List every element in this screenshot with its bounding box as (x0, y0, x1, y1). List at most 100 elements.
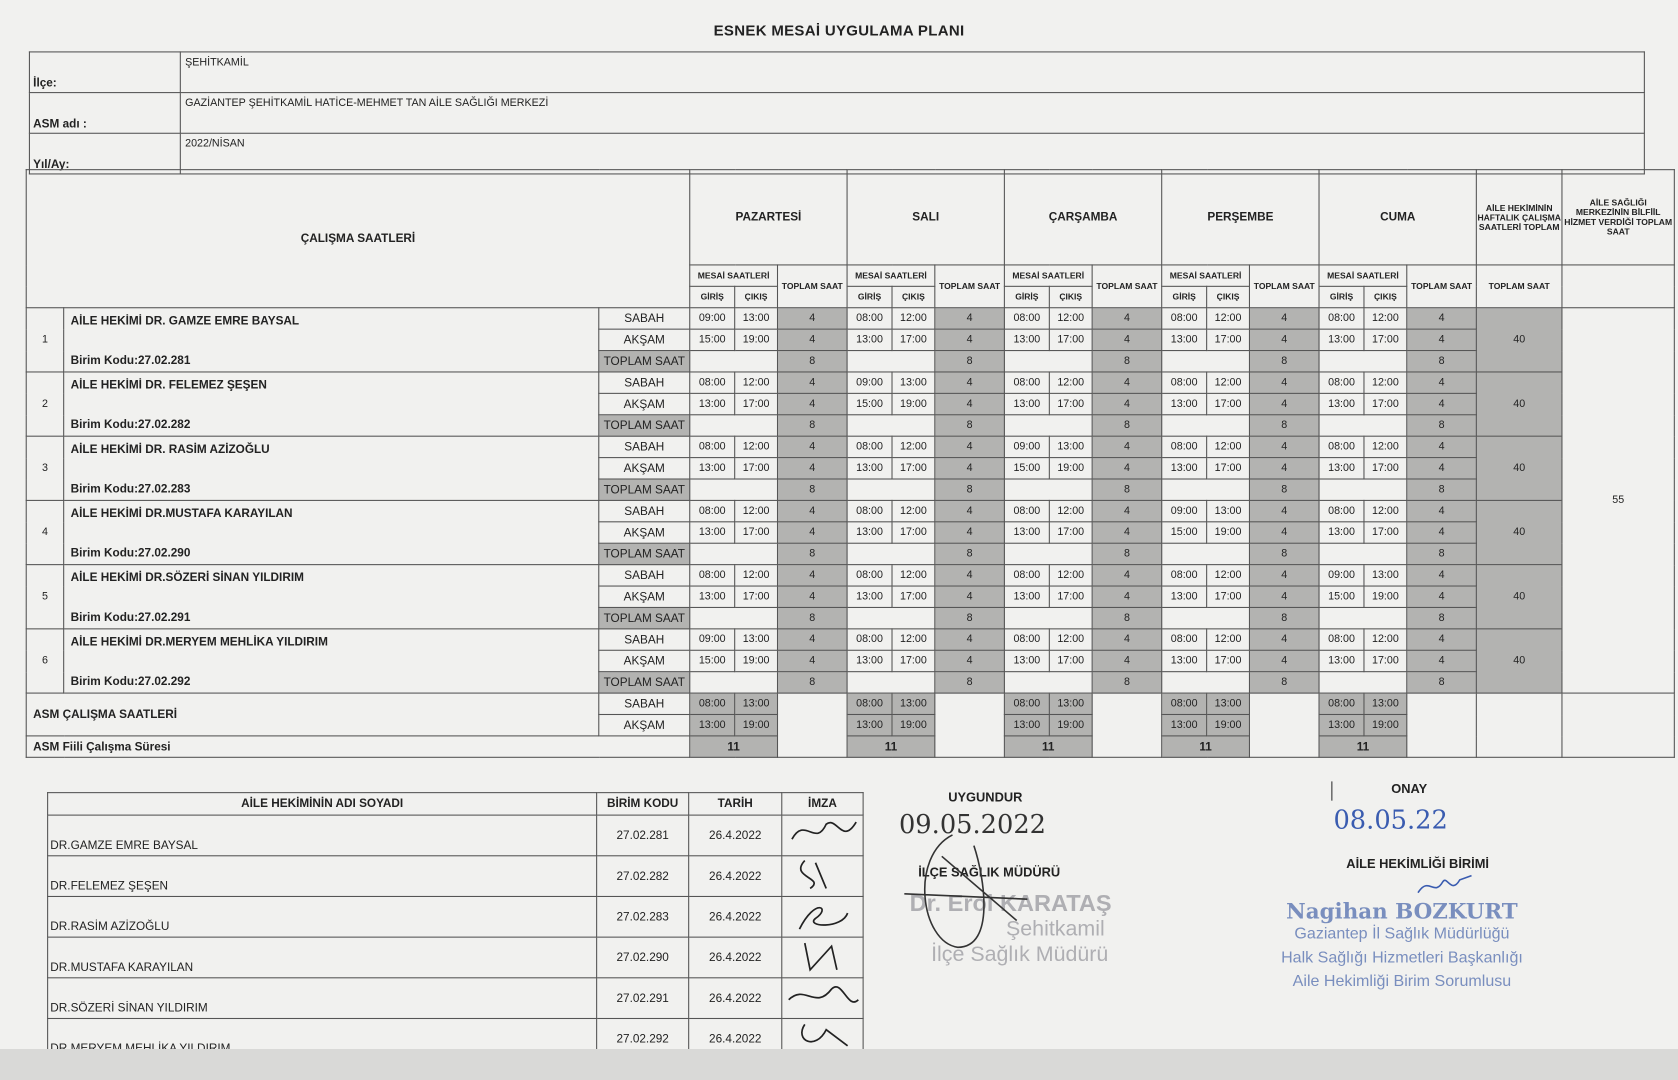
mesai-header: MESAİ SAATLERİ (1161, 264, 1251, 287)
asm-giris: 08:00 (689, 692, 736, 716)
aksam-label: AKŞAM (598, 521, 691, 544)
cikis-header: ÇIKIŞ (891, 285, 936, 309)
blank-cell (1318, 606, 1408, 630)
cikis-time: 13:00 (891, 371, 936, 394)
day-total-header: TOPLAM SAAT (776, 264, 848, 309)
giris-time: 09:00 (1161, 499, 1208, 523)
sabah-label: SABAH (598, 499, 691, 523)
day-total: 8 (1406, 606, 1477, 630)
giris-header: GİRİŞ (1161, 285, 1208, 309)
shift-total: 4 (1248, 328, 1320, 352)
giris-time: 13:00 (1003, 649, 1050, 673)
day-total: 8 (1091, 542, 1163, 566)
blank-cell (846, 414, 936, 437)
giris-time: 08:00 (846, 499, 893, 523)
blank-cell (1161, 478, 1251, 501)
signature-icon (781, 814, 864, 857)
cikis-time: 12:00 (891, 307, 936, 330)
shift-total: 4 (1406, 628, 1477, 651)
day-total: 8 (1248, 671, 1320, 694)
cikis-time: 17:00 (1206, 585, 1251, 608)
blank-cell (1091, 692, 1163, 758)
cikis-time: 17:00 (1206, 392, 1251, 416)
weekly-total: 40 (1475, 307, 1563, 373)
giris-time: 08:00 (1003, 307, 1050, 330)
blank-cell (689, 478, 779, 501)
shift-total: 4 (934, 392, 1005, 416)
asm-giris: 13:00 (689, 713, 736, 737)
birim-label: AİLE HEKİMLİĞİ BİRİMİ (1346, 856, 1490, 872)
shift-total: 4 (1091, 585, 1163, 608)
onay-date: 08.05.22 (1333, 804, 1448, 835)
cikis-header: ÇIKIŞ (1363, 285, 1408, 309)
giris-time: 13:00 (846, 328, 893, 352)
day-total: 8 (776, 350, 848, 373)
blank-cell (1248, 692, 1320, 758)
total-row-label: TOPLAM SAAT (598, 606, 691, 630)
shift-total: 4 (1406, 457, 1477, 480)
stamp2-line: Halk Sağlığı Hizmetleri Başkanlığı (1281, 948, 1523, 967)
cikis-time: 12:00 (734, 499, 779, 523)
blank-cell (1003, 414, 1093, 437)
giris-time: 15:00 (846, 392, 893, 416)
cikis-time: 12:00 (1206, 371, 1251, 394)
schedule-table: ÇALIŞMA SAATLERİ PAZARTESİ SALI ÇARŞAMBA PER… (25, 169, 1675, 758)
giris-time: 08:00 (1318, 371, 1365, 394)
giris-time: 08:00 (1003, 499, 1050, 523)
table-row: 5 AİLE HEKİMİ DR.SÖZERİ SİNAN YILDIRIM Bir… (25, 564, 1674, 630)
aksam-label: AKŞAM (598, 392, 691, 416)
shift-total: 4 (776, 585, 848, 608)
day-total-header: TOPLAM SAAT (934, 264, 1005, 309)
day-total: 8 (776, 478, 848, 501)
cikis-time: 17:00 (1363, 392, 1408, 416)
weekly-total: 40 (1475, 628, 1563, 694)
signature-icon (781, 895, 864, 938)
shift-total: 4 (1091, 328, 1163, 352)
fiili-label: ASM Fiili Çalışma Süresi (25, 735, 691, 758)
giris-time: 13:00 (689, 392, 736, 416)
doctor-name: AİLE HEKİMİ DR.SÖZERİ SİNAN YILDIRIM (70, 571, 304, 585)
doctor-name-cell: AİLE HEKİMİ DR. FELEMEZ ŞEŞEN Birim Kodu:… (63, 371, 600, 437)
giris-time: 09:00 (689, 628, 736, 651)
cikis-time: 12:00 (891, 435, 936, 459)
stamp2-line: Gaziantep İl Sağlık Müdürlüğü (1294, 924, 1510, 944)
sabah-label: SABAH (598, 628, 691, 651)
weekly-total: 40 (1475, 435, 1563, 501)
stamp1-line: Şehitkamil (1005, 917, 1105, 941)
cikis-time: 12:00 (1048, 499, 1093, 523)
asm-cikis: 19:00 (1048, 713, 1093, 737)
asm-giris: 08:00 (1318, 692, 1365, 716)
table-row: TOPLAM SAAT 8 8 8 8 8 (26, 414, 1674, 437)
day-total: 8 (1091, 671, 1163, 694)
shift-total: 4 (934, 328, 1005, 352)
blank-cell (846, 542, 936, 566)
day-header: SALI (846, 169, 1005, 266)
cikis-time: 12:00 (1206, 435, 1251, 459)
weekly-total: 40 (1475, 371, 1563, 437)
asm-cikis: 13:00 (1048, 692, 1093, 716)
uygundur-label: UYGUNDUR (948, 789, 1023, 805)
cikis-time: 12:00 (1206, 307, 1251, 330)
day-total: 8 (934, 414, 1005, 437)
sign-date: 26.4.2022 (688, 977, 783, 1020)
sign-date: 26.4.2022 (688, 895, 783, 938)
table-row: MESAİ SAATLERİ TOPLAM SAAT MESAİ SAATLERİ T… (26, 264, 1675, 309)
signature-row: DR.SÖZERİ SİNAN YILDIRIM 27.02.291 26.4.20… (47, 977, 864, 1020)
divider (1331, 781, 1333, 801)
stamp2-line: Nagihan BOZKURT (1286, 898, 1518, 924)
doctor-name-cell: AİLE HEKİMİ DR.SÖZERİ SİNAN YILDIRIM Biri… (63, 564, 600, 630)
shift-total: 4 (934, 457, 1005, 480)
aksam-label: AKŞAM (598, 585, 691, 608)
doctor-name: AİLE HEKİMİ DR.MERYEM MEHLİKA YILDIRIM (70, 635, 328, 649)
cikis-time: 12:00 (891, 628, 936, 651)
giris-time: 13:00 (689, 521, 736, 544)
day-total: 8 (934, 478, 1005, 501)
asm-cikis: 19:00 (1206, 713, 1251, 737)
giris-time: 09:00 (846, 371, 893, 394)
day-total: 8 (934, 606, 1005, 630)
cikis-time: 17:00 (891, 457, 936, 480)
signature-birim-icon (1417, 874, 1472, 894)
asm-giris: 13:00 (1003, 713, 1050, 737)
shift-total: 4 (776, 435, 848, 459)
sign-birim-kodu: 27.02.283 (596, 895, 690, 938)
